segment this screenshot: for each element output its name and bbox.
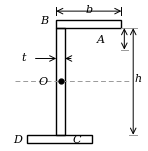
Text: b: b xyxy=(85,5,92,15)
Text: h: h xyxy=(134,74,141,84)
Text: t: t xyxy=(21,53,26,63)
Text: C: C xyxy=(73,135,81,145)
Text: D: D xyxy=(13,135,22,145)
Text: B: B xyxy=(40,16,48,26)
Text: A: A xyxy=(97,35,105,45)
Text: O: O xyxy=(38,77,48,87)
